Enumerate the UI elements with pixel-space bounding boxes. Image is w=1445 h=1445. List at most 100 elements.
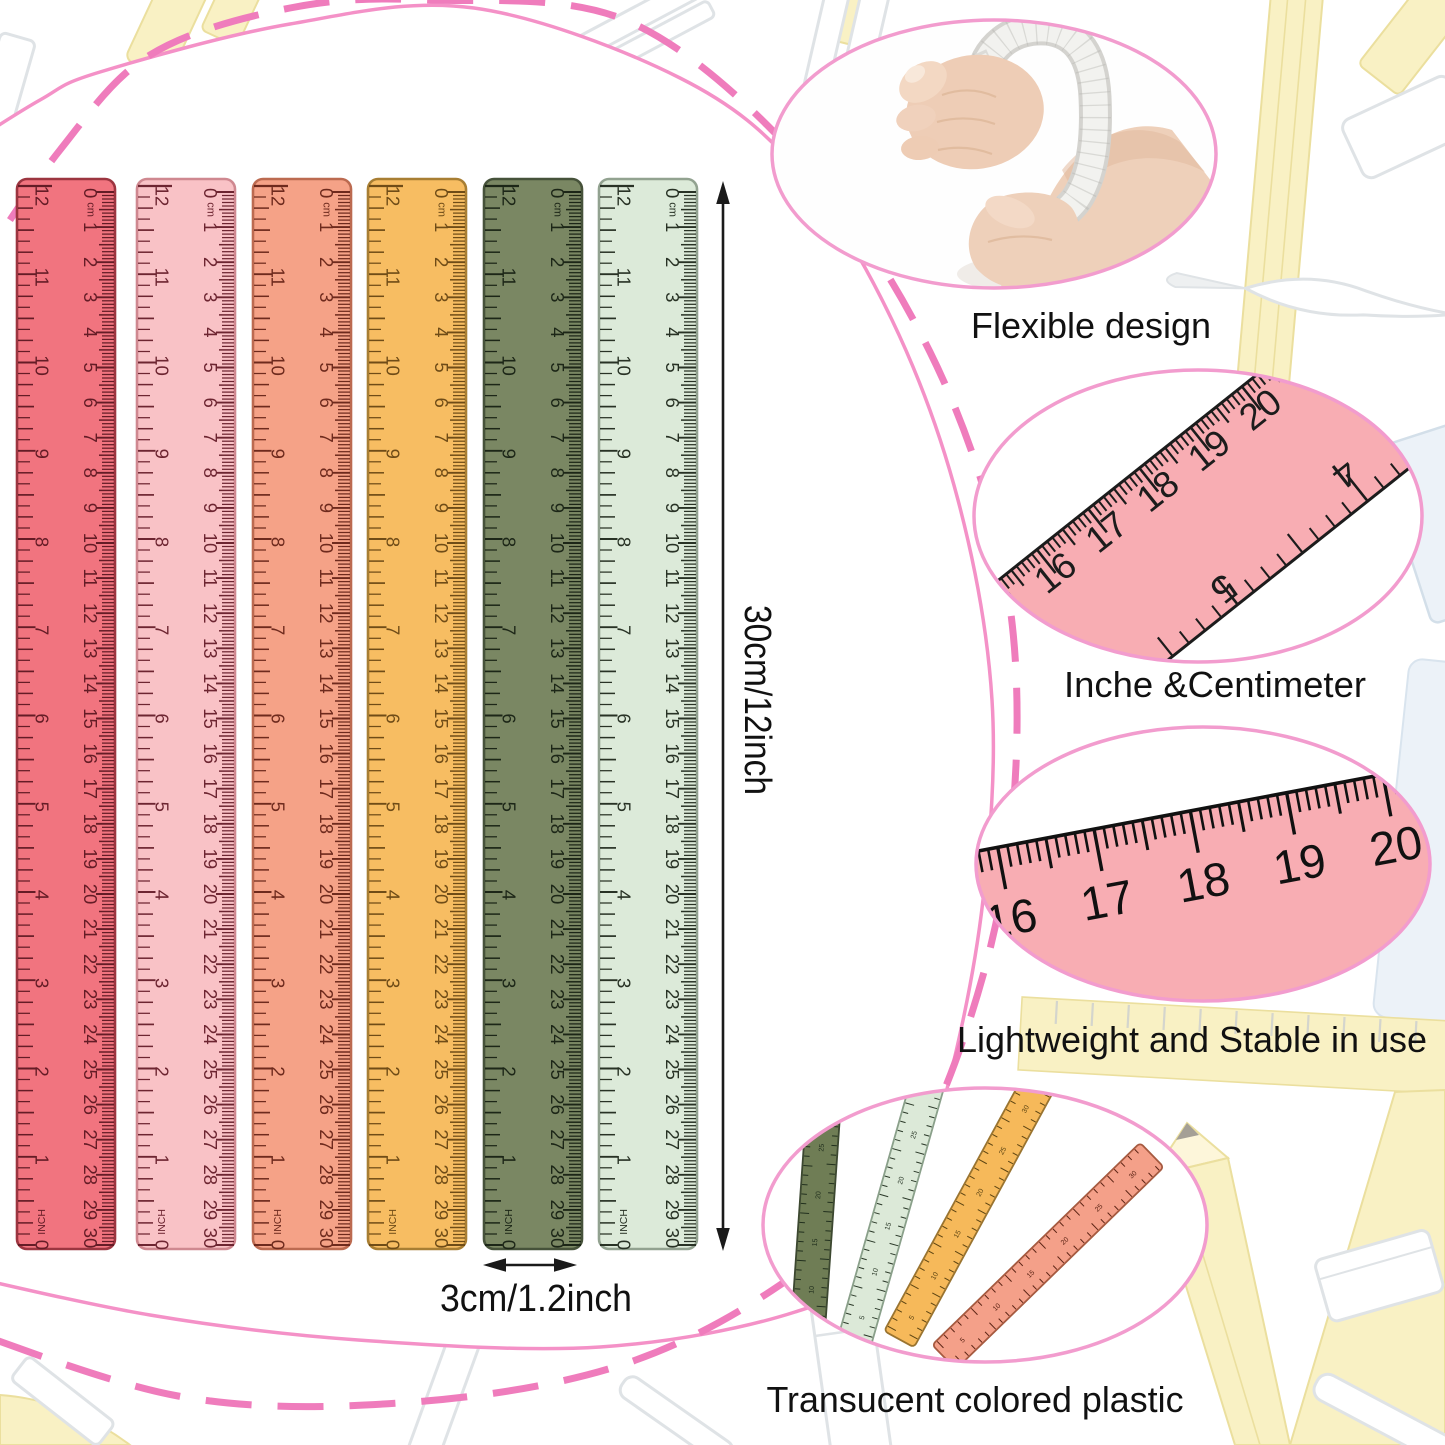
svg-text:9: 9 [200,503,221,513]
svg-text:15: 15 [662,708,683,729]
svg-text:12: 12 [316,603,337,624]
svg-text:25: 25 [547,1059,568,1080]
svg-text:20: 20 [662,884,683,905]
svg-text:3: 3 [383,978,404,988]
svg-text:25: 25 [818,1144,826,1152]
svg-text:3: 3 [662,292,683,302]
svg-text:15: 15 [316,708,337,729]
svg-text:1: 1 [499,1155,520,1165]
svg-text:9: 9 [152,449,173,459]
svg-text:4: 4 [316,327,337,337]
svg-text:5: 5 [959,1337,967,1345]
svg-text:20: 20 [1365,814,1426,876]
svg-text:15: 15 [80,708,101,729]
svg-text:6: 6 [200,397,221,407]
svg-text:13: 13 [200,638,221,659]
svg-text:13: 13 [547,638,568,659]
svg-text:27: 27 [662,1129,683,1150]
svg-text:25: 25 [662,1059,683,1080]
svg-text:1: 1 [80,222,101,232]
svg-text:10: 10 [930,1271,940,1281]
svg-text:2: 2 [32,1066,53,1076]
svg-text:11: 11 [383,268,404,287]
svg-text:10: 10 [200,533,221,554]
svg-text:27: 27 [547,1129,568,1150]
svg-text:17: 17 [316,778,337,799]
svg-text:3: 3 [32,978,53,988]
svg-text:29: 29 [662,1200,683,1221]
svg-text:24: 24 [431,1024,452,1045]
svg-text:26: 26 [316,1094,337,1115]
svg-text:11: 11 [316,568,337,587]
svg-text:11: 11 [80,568,101,587]
svg-text:16: 16 [200,743,221,764]
svg-text:0INCH: 0INCH [268,1209,289,1250]
svg-text:18: 18 [431,814,452,835]
svg-text:6: 6 [614,713,635,723]
svg-text:10: 10 [431,533,452,554]
svg-text:16: 16 [547,743,568,764]
svg-text:5: 5 [80,362,101,372]
svg-text:4: 4 [614,890,635,900]
svg-text:21: 21 [431,919,452,940]
svg-text:14: 14 [431,673,452,694]
svg-text:16: 16 [431,743,452,764]
svg-text:9: 9 [80,503,101,513]
svg-text:9: 9 [662,503,683,513]
svg-text:3: 3 [614,978,635,988]
svg-text:30: 30 [1128,1170,1139,1181]
svg-text:28: 28 [547,1165,568,1186]
svg-text:0cm: 0cm [662,188,683,217]
svg-text:0cm: 0cm [200,188,221,217]
svg-text:17: 17 [80,778,101,799]
svg-text:11: 11 [268,268,289,287]
svg-text:16: 16 [662,743,683,764]
svg-text:22: 22 [662,954,683,975]
svg-text:7: 7 [152,625,173,635]
svg-text:5: 5 [614,802,635,812]
svg-text:15: 15 [884,1222,893,1232]
svg-text:24: 24 [316,1024,337,1045]
svg-text:17: 17 [200,778,221,799]
svg-text:28: 28 [200,1165,221,1186]
svg-text:14: 14 [547,673,568,694]
svg-text:2: 2 [662,257,683,267]
svg-text:22: 22 [431,954,452,975]
svg-text:18: 18 [80,814,101,835]
svg-text:1: 1 [32,1155,53,1165]
svg-text:9: 9 [499,449,520,459]
svg-text:4: 4 [268,890,289,900]
svg-text:20: 20 [316,884,337,905]
svg-text:1: 1 [268,1155,289,1165]
svg-text:18: 18 [547,814,568,835]
svg-text:3: 3 [431,292,452,302]
svg-text:0cm: 0cm [316,188,337,217]
svg-text:16: 16 [80,743,101,764]
svg-text:12: 12 [200,603,221,624]
svg-text:1: 1 [383,1155,404,1165]
svg-text:5: 5 [431,362,452,372]
svg-text:Lightweight and Stable in use: Lightweight and Stable in use [957,1019,1427,1060]
svg-text:22: 22 [80,954,101,975]
svg-text:20: 20 [897,1176,906,1186]
svg-text:13: 13 [80,638,101,659]
svg-text:1: 1 [152,1155,173,1165]
svg-text:30cm/12inch: 30cm/12inch [736,605,778,795]
svg-text:7: 7 [662,433,683,443]
svg-text:3: 3 [80,292,101,302]
svg-text:1: 1 [316,222,337,232]
svg-text:8: 8 [152,537,173,547]
svg-text:10: 10 [80,533,101,554]
svg-text:7: 7 [614,625,635,635]
svg-text:11: 11 [614,268,635,287]
svg-text:6: 6 [431,397,452,407]
svg-text:6: 6 [32,713,53,723]
svg-text:21: 21 [662,919,683,940]
svg-text:25: 25 [80,1059,101,1080]
svg-text:10: 10 [499,355,520,376]
svg-text:0cm: 0cm [431,188,452,217]
svg-text:3: 3 [316,292,337,302]
svg-text:23: 23 [316,989,337,1010]
svg-text:20: 20 [1060,1236,1071,1247]
svg-text:29: 29 [200,1200,221,1221]
